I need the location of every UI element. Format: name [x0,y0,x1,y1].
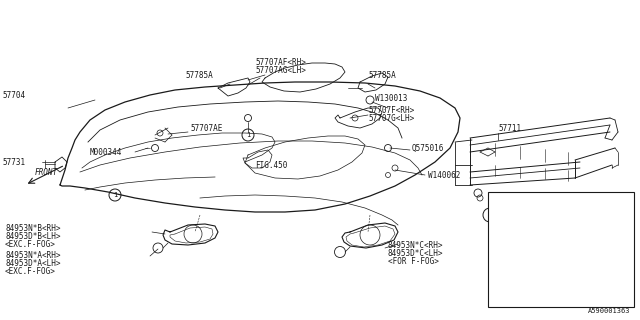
Text: 1: 1 [113,192,117,198]
Text: 2: 2 [488,212,492,218]
Text: 84953N*C<RH>: 84953N*C<RH> [388,241,444,250]
Text: 84953D*C<LH>: 84953D*C<LH> [388,249,444,258]
Text: 2: 2 [502,266,506,271]
Text: 57707F<RH>: 57707F<RH> [368,106,414,115]
Text: M000344: M000344 [90,148,122,156]
Text: FRONT: FRONT [35,167,58,177]
Text: 57711: 57711 [498,124,521,132]
Text: 57707AG<LH>: 57707AG<LH> [255,66,306,75]
Text: 84953D*B<LH>: 84953D*B<LH> [5,231,61,241]
Circle shape [242,129,254,141]
Text: M060012: M060012 [522,285,552,291]
Text: 1: 1 [502,209,506,213]
Text: W140062: W140062 [428,171,460,180]
Text: (1402- ): (1402- ) [592,285,626,291]
Text: 57707G<LH>: 57707G<LH> [368,114,414,123]
Text: 57731: 57731 [2,157,25,166]
Text: 84953N*B<RH>: 84953N*B<RH> [5,223,61,233]
Text: 1: 1 [246,132,250,138]
Text: M060004: M060004 [522,246,552,252]
Text: 84953N*A<RH>: 84953N*A<RH> [5,252,61,260]
Text: 57785A: 57785A [185,70,212,79]
Text: <EXC.F-FOG>: <EXC.F-FOG> [5,239,56,249]
Bar [488,192,634,307]
Text: A590001363: A590001363 [588,308,630,314]
Text: 57707AE: 57707AE [190,124,222,132]
Circle shape [483,208,497,222]
Text: 57704: 57704 [2,91,25,100]
Circle shape [498,263,509,274]
Circle shape [109,189,121,201]
Text: W130013: W130013 [375,93,408,102]
Text: <FOR F-FOG>: <FOR F-FOG> [388,257,439,266]
Text: <EXC.F-FOG>: <EXC.F-FOG> [5,268,56,276]
Text: 57785A: 57785A [368,70,396,79]
Text: 57707AF<RH>: 57707AF<RH> [255,58,306,67]
Text: Q575016: Q575016 [412,143,444,153]
Text: 84953D*A<LH>: 84953D*A<LH> [5,260,61,268]
Text: W140007: W140007 [523,206,555,215]
Circle shape [498,205,509,217]
Text: FIG.450: FIG.450 [255,161,287,170]
Text: ( -1402): ( -1402) [592,246,626,252]
